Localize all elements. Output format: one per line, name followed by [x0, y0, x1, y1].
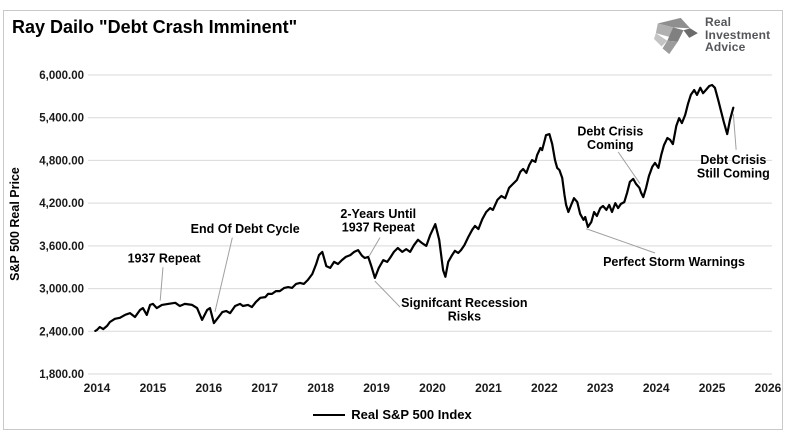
x-tick-label: 2017 — [251, 381, 278, 395]
y-tick-label: 1,800.00 — [39, 369, 84, 381]
y-tick-label: 2,400.00 — [39, 326, 84, 338]
y-tick-label: 4,200.00 — [39, 198, 84, 210]
legend: Real S&P 500 Index — [3, 407, 782, 422]
logo-text: Real Investment Advice — [705, 16, 770, 54]
annotation-2-years-until-1937-repeat: 2-Years Until — [340, 207, 416, 221]
x-tick-label: 2015 — [140, 381, 167, 395]
annotation-leader-2-years-until-1937-repeat — [368, 237, 381, 257]
y-tick-label: 6,000.00 — [39, 70, 84, 82]
y-tick-label: 4,800.00 — [39, 155, 84, 167]
annotation-1937-repeat: 1937 Repeat — [128, 252, 202, 266]
logo-line-3: Advice — [705, 40, 746, 55]
x-tick-label: 2024 — [643, 381, 670, 395]
x-tick-label: 2025 — [699, 381, 726, 395]
annotation-signifcant-recession-risks: Risks — [448, 310, 481, 324]
y-tick-label: 3,000.00 — [39, 284, 84, 296]
annotation-2-years-until-1937-repeat: 1937 Repeat — [342, 220, 416, 234]
annotation-leader-debt-crisis-still-coming — [732, 113, 737, 150]
legend-line-sample — [313, 413, 346, 416]
x-tick-label: 2022 — [531, 381, 558, 395]
annotation-leader-end-of-debt-cycle — [214, 237, 233, 312]
x-tick-label: 2020 — [419, 381, 446, 395]
annotation-perfect-storm-warnings: Perfect Storm Warnings — [603, 255, 745, 269]
x-tick-label: 2023 — [587, 381, 614, 395]
annotation-signifcant-recession-risks: Signifcant Recession — [401, 296, 527, 310]
logo-line-1: Real — [705, 15, 732, 30]
page-title: Ray Dailo "Debt Crash Imminent" — [12, 17, 298, 37]
x-tick-label: 2014 — [84, 381, 111, 395]
eagle-icon — [653, 17, 698, 55]
x-tick-label: 2016 — [195, 381, 222, 395]
annotation-debt-crisis-coming: Coming — [587, 138, 634, 152]
logo: Real Investment Advice — [650, 14, 770, 56]
annotation-leader-perfect-storm-warnings — [586, 228, 656, 254]
x-tick-label: 2021 — [475, 381, 502, 395]
annotation-debt-crisis-coming: Debt Crisis — [577, 124, 643, 138]
annotation-leader-signifcant-recession-risks — [374, 280, 401, 308]
annotation-leader-debt-crisis-coming — [617, 151, 641, 184]
x-tick-label: 2026 — [755, 381, 782, 395]
annotation-debt-crisis-still-coming: Debt Crisis — [700, 153, 766, 167]
series-line-real-sp-500-index — [94, 83, 735, 332]
figure-border — [3, 10, 783, 430]
logo-line-2: Investment — [705, 27, 771, 42]
x-tick-label: 2019 — [363, 381, 390, 395]
x-tick-label: 2018 — [307, 381, 334, 395]
annotation-debt-crisis-still-coming: Still Coming — [697, 167, 770, 181]
y-tick-label: 3,600.00 — [39, 241, 84, 253]
annotation-leader-1937-repeat — [159, 267, 164, 301]
y-tick-label: 5,400.00 — [39, 113, 84, 125]
legend-label: Real S&P 500 Index — [351, 407, 472, 422]
annotation-end-of-debt-cycle: End Of Debt Cycle — [191, 222, 300, 236]
